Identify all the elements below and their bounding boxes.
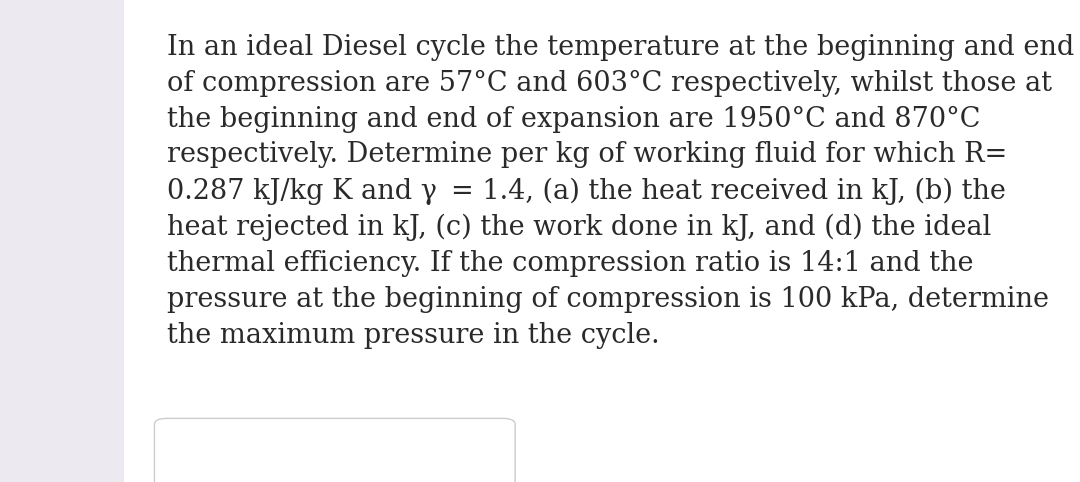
Text: In an ideal Diesel cycle the temperature at the beginning and end
of compression: In an ideal Diesel cycle the temperature… <box>167 34 1075 348</box>
Bar <box>0 0 124 482</box>
FancyBboxPatch shape <box>154 418 515 482</box>
